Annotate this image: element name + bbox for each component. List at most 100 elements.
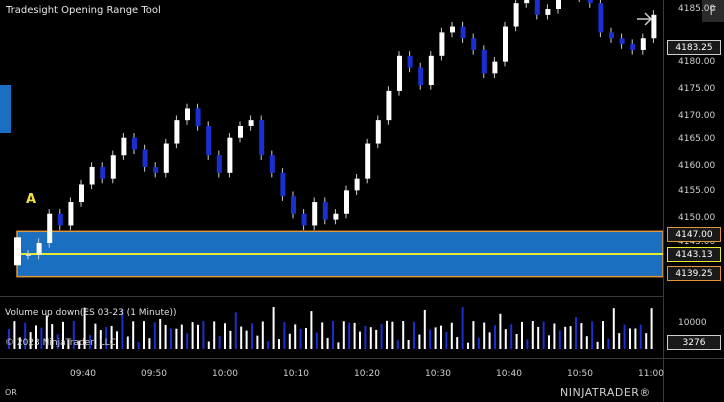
price-tick: 4185.00 (678, 4, 716, 14)
volume-bar (110, 325, 113, 349)
volume-bar (380, 323, 383, 349)
or-low-label: 4139.25 (667, 266, 721, 281)
volume-bar (375, 329, 378, 349)
candle (354, 178, 360, 191)
volume-bar (94, 323, 97, 349)
volume-bar (580, 323, 583, 349)
candle (79, 184, 84, 203)
volume-bar (143, 321, 145, 349)
volume-bar (429, 329, 432, 349)
annotation-a: A (26, 192, 37, 207)
chart-title: Tradesight Opening Range Tool (6, 5, 161, 16)
volume-bar (477, 337, 480, 349)
candle (36, 243, 42, 255)
volume-bar (423, 309, 426, 349)
candle (609, 32, 614, 39)
volume-bar (78, 340, 81, 349)
volume-bar (542, 321, 545, 349)
candle (640, 38, 646, 50)
volume-bar (148, 338, 151, 349)
price-tick: 4160.00 (678, 161, 716, 171)
candle (439, 32, 445, 56)
arrow-right-icon[interactable] (634, 9, 656, 29)
f-button[interactable]: F (702, 0, 724, 22)
candle (397, 55, 402, 91)
side-panel-tab[interactable] (0, 85, 11, 133)
volume-bar (202, 321, 205, 349)
volume-bar (132, 321, 135, 349)
volume-bar (483, 322, 486, 349)
candle (110, 155, 116, 179)
or-high-label: 4147.00 (667, 227, 721, 242)
time-label: 09:40 (70, 369, 96, 379)
candle (503, 26, 508, 62)
volume-bar (591, 321, 594, 349)
volume-bar (499, 313, 502, 349)
candle (312, 202, 318, 226)
ninjatrader-logo: NINJATRADER® (560, 386, 651, 399)
volume-bar (207, 341, 210, 349)
candle (365, 143, 371, 179)
volume-bar (461, 307, 464, 349)
volume-bar (283, 322, 286, 349)
volume-bar (510, 324, 513, 349)
volume-bar (175, 328, 178, 349)
time-label: 11:00 (638, 369, 664, 379)
volume-bar (56, 334, 59, 349)
candle (301, 213, 307, 226)
volume-bar (531, 321, 534, 349)
volume-bar (596, 341, 599, 349)
or-mid-label: 4143.13 (667, 247, 721, 262)
candle (460, 26, 466, 39)
price-tick: 4170.00 (678, 111, 716, 121)
candle (407, 55, 413, 68)
volume-bar (186, 333, 189, 349)
candle (163, 143, 169, 173)
price-tick: 4175.00 (678, 84, 716, 94)
volume-bar (234, 312, 237, 349)
time-label: 10:50 (567, 369, 593, 379)
volume-bar (639, 324, 642, 349)
candle (57, 213, 63, 226)
candle (68, 202, 74, 226)
volume-bar (445, 331, 448, 349)
volume-bar (272, 307, 275, 349)
candle (248, 120, 254, 126)
candle (238, 126, 243, 138)
candle (481, 49, 487, 74)
volume-bar (321, 322, 324, 349)
candle (630, 44, 636, 50)
time-label: 10:20 (354, 369, 380, 379)
volume-bar (137, 342, 140, 349)
volume-bar (602, 321, 604, 349)
volume-bar (548, 335, 550, 349)
time-label: 09:50 (141, 369, 167, 379)
price-chart (14, 0, 663, 278)
volume-bar (83, 307, 86, 349)
candle (386, 90, 392, 121)
candle (174, 120, 180, 144)
volume-bar (45, 315, 48, 349)
volume-bar (180, 324, 183, 349)
volume-bar (407, 340, 410, 349)
candle (100, 166, 106, 179)
volume-bar (72, 321, 75, 349)
price-tick: 4150.00 (678, 213, 716, 223)
volume-bar (629, 328, 631, 349)
price-tick: 4155.00 (678, 186, 716, 196)
volume-bar (310, 311, 313, 349)
volume-bar (305, 328, 307, 349)
volume-bar (126, 336, 129, 349)
volume-bar (51, 324, 54, 349)
price-tick: 4165.00 (678, 134, 716, 144)
volume-bar (278, 339, 280, 349)
time-axis (0, 358, 724, 359)
volume-bar (218, 335, 221, 349)
volume-chart (8, 307, 653, 349)
copyright: © 2023 NinjaTrader, LLC (5, 338, 116, 348)
volume-bar (99, 330, 102, 349)
volume-bar (170, 328, 172, 349)
volume-bar (332, 321, 334, 349)
volume-bar (67, 339, 70, 349)
volume-bar (450, 322, 453, 349)
